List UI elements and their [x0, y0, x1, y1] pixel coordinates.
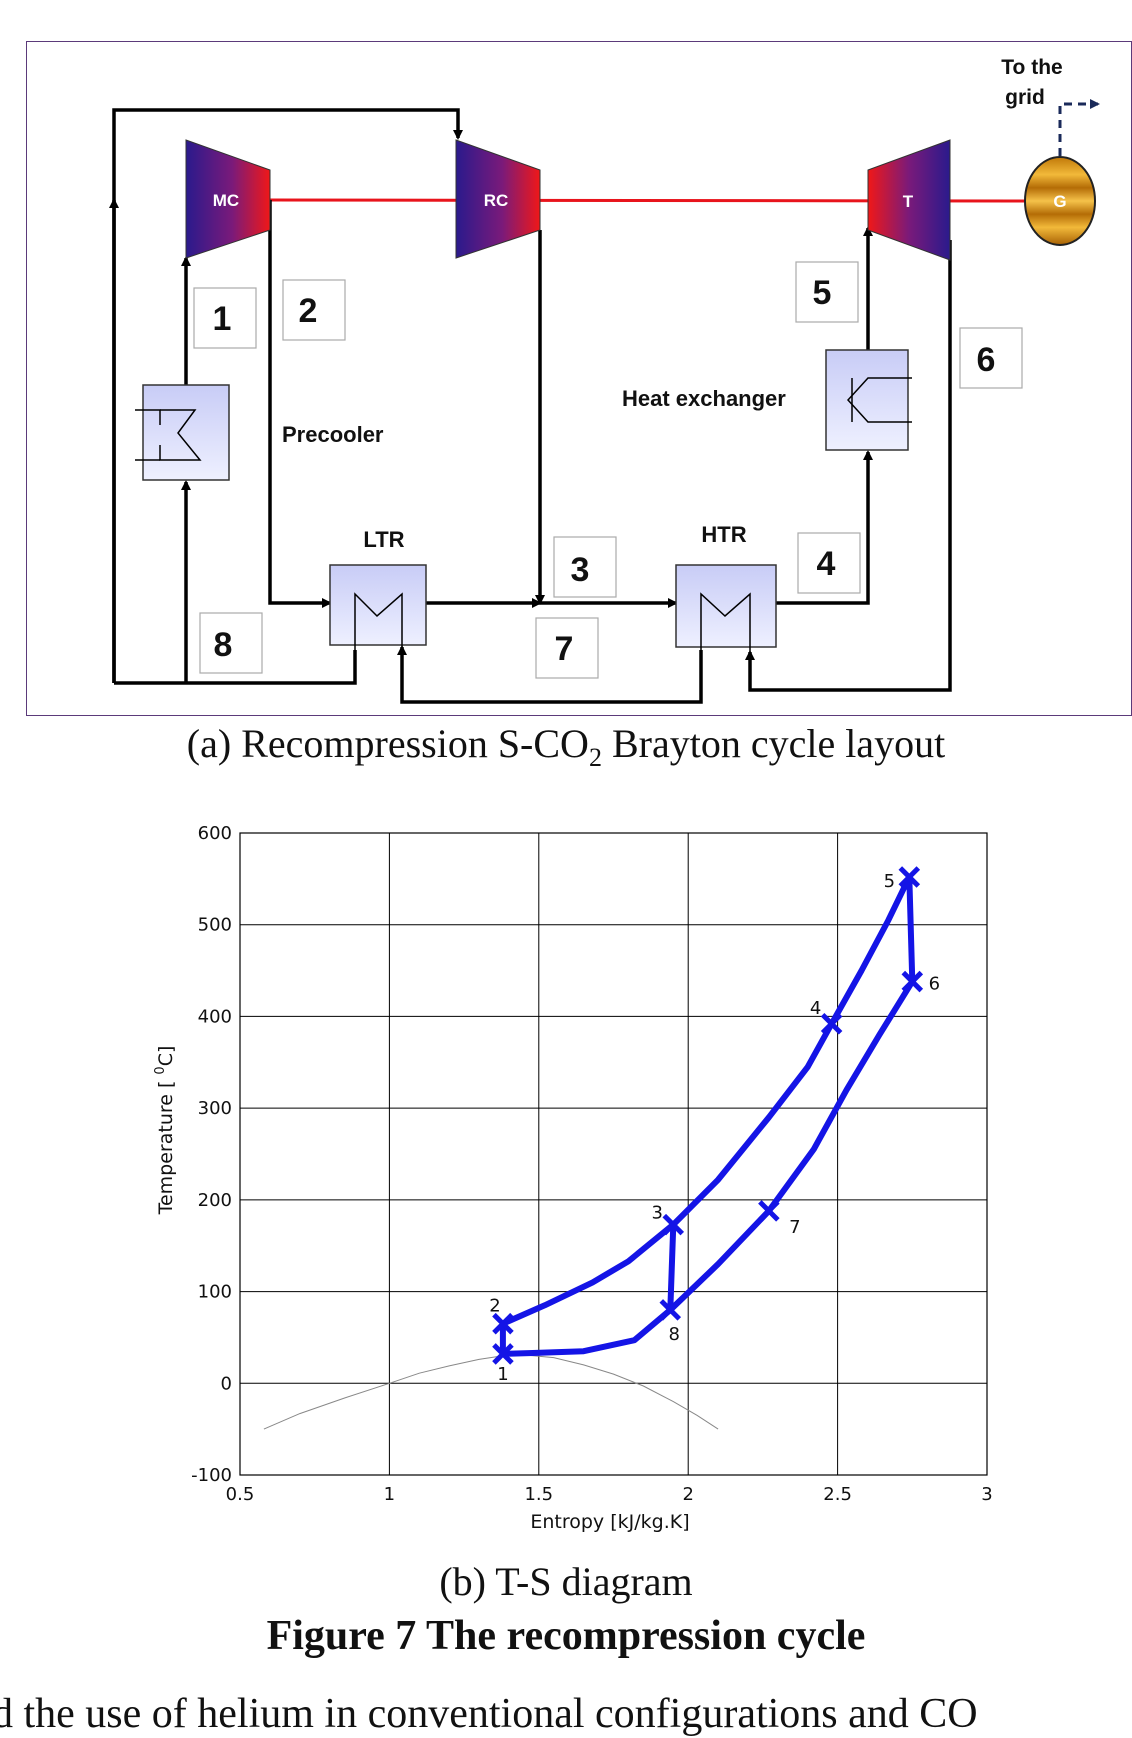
state-label-3: 3 — [571, 551, 590, 589]
state-label-1: 1 — [213, 300, 232, 338]
y-axis-label: Temperature [ 0C] — [153, 1046, 177, 1216]
x-tick-label: 3 — [981, 1484, 992, 1505]
turbine — [867, 139, 951, 261]
y-tick-label: 400 — [198, 1006, 232, 1027]
state-point-label: 4 — [810, 998, 821, 1019]
state-point-label: 6 — [929, 974, 940, 995]
state-point-label: 5 — [884, 871, 895, 892]
ts-plot-frame — [239, 832, 988, 1476]
state-marker-8 — [659, 1299, 682, 1321]
caption-a-suffix: Brayton cycle layout — [601, 721, 946, 766]
grid-label-line2: grid — [1005, 86, 1045, 109]
htr-recuperator — [675, 564, 777, 652]
state-point-label: 3 — [652, 1203, 663, 1224]
precooler-label: Precooler — [282, 422, 384, 447]
x-tick-label: 2 — [682, 1484, 693, 1505]
x-tick-label: 1.5 — [524, 1484, 553, 1505]
ltr-recuperator — [329, 564, 427, 650]
state-label-4: 4 — [817, 545, 836, 583]
body-text-fragment: d the use of helium in conventional conf… — [0, 1691, 978, 1737]
heat-exchanger-label: Heat exchanger — [622, 386, 786, 411]
state-marker-1 — [492, 1343, 514, 1365]
turbine-label: T — [903, 192, 914, 211]
y-tick-labels: -100 0 100 200 300 400 500 600 — [191, 823, 232, 1486]
y-tick-label: 500 — [198, 915, 232, 936]
state-marker-6 — [901, 970, 924, 993]
state-point-label: 2 — [489, 1296, 500, 1317]
saturation-dome — [263, 1354, 719, 1430]
state-markers: 1 2 3 4 5 6 7 8 — [489, 866, 940, 1385]
x-axis-label: Entropy [kJ/kg.K] — [530, 1511, 689, 1533]
cycle-layout-diagram: MC RC T G To the grid Precooler Heat exc… — [109, 56, 1100, 704]
main-compressor — [185, 139, 271, 259]
y-axis-label-text: Temperature [ — [155, 1075, 177, 1216]
state-point-label: 8 — [669, 1324, 680, 1345]
caption-a-text: (a) Recompression S-CO — [186, 721, 589, 766]
generator — [1024, 156, 1096, 246]
y-tick-label: 300 — [198, 1098, 232, 1119]
state-label-7: 7 — [555, 630, 574, 668]
y-tick-label: -100 — [191, 1465, 232, 1486]
state-label-6: 6 — [977, 341, 996, 379]
x-tick-labels: 0.5 1 1.5 2 2.5 3 — [226, 1484, 993, 1505]
state-point-label: 1 — [497, 1364, 508, 1385]
ts-grid — [239, 832, 988, 1476]
caption-b: (b) T-S diagram — [439, 1559, 693, 1604]
y-axis-label-unit: C] — [155, 1046, 177, 1067]
grid-connection — [1058, 99, 1100, 156]
ts-diagram: 1 2 3 4 5 6 7 8 0.5 1 1.5 2 2.5 3 -100 0 100 200 300 400 5… — [153, 823, 993, 1533]
state-label-5: 5 — [813, 274, 832, 312]
state-marker-7 — [758, 1200, 780, 1222]
state-label-8: 8 — [214, 626, 233, 664]
mc-label: MC — [213, 191, 239, 210]
state-point-label: 7 — [789, 1217, 800, 1238]
state-marker-4 — [820, 1012, 843, 1035]
heat-exchanger — [825, 349, 912, 451]
figure-caption: Figure 7 The recompression cycle — [266, 1613, 866, 1659]
y-axis-label-sup: 0 — [153, 1066, 168, 1074]
rc-label: RC — [484, 191, 509, 210]
state-marker-3 — [662, 1213, 685, 1236]
y-tick-label: 0 — [221, 1373, 232, 1394]
ltr-label: LTR — [363, 527, 404, 552]
cycle-line — [499, 874, 916, 1357]
recompressor — [455, 139, 541, 259]
caption-a-subscript: 2 — [588, 743, 602, 772]
x-tick-label: 0.5 — [226, 1484, 255, 1505]
precooler-hx — [135, 384, 230, 481]
y-tick-label: 600 — [198, 823, 232, 844]
x-tick-label: 1 — [384, 1484, 395, 1505]
generator-label: G — [1053, 192, 1066, 211]
state-marker-2 — [492, 1312, 514, 1335]
y-tick-label: 200 — [198, 1190, 232, 1211]
caption-a: (a) Recompression S-CO2 Brayton cycle la… — [0, 720, 1132, 773]
state-marker-5 — [898, 866, 921, 888]
flow-lines — [109, 108, 952, 704]
htr-label: HTR — [701, 522, 746, 547]
grid-label-line1: To the — [1001, 56, 1062, 79]
x-tick-label: 2.5 — [823, 1484, 852, 1505]
state-label-2: 2 — [299, 292, 318, 330]
y-tick-label: 100 — [198, 1282, 232, 1303]
